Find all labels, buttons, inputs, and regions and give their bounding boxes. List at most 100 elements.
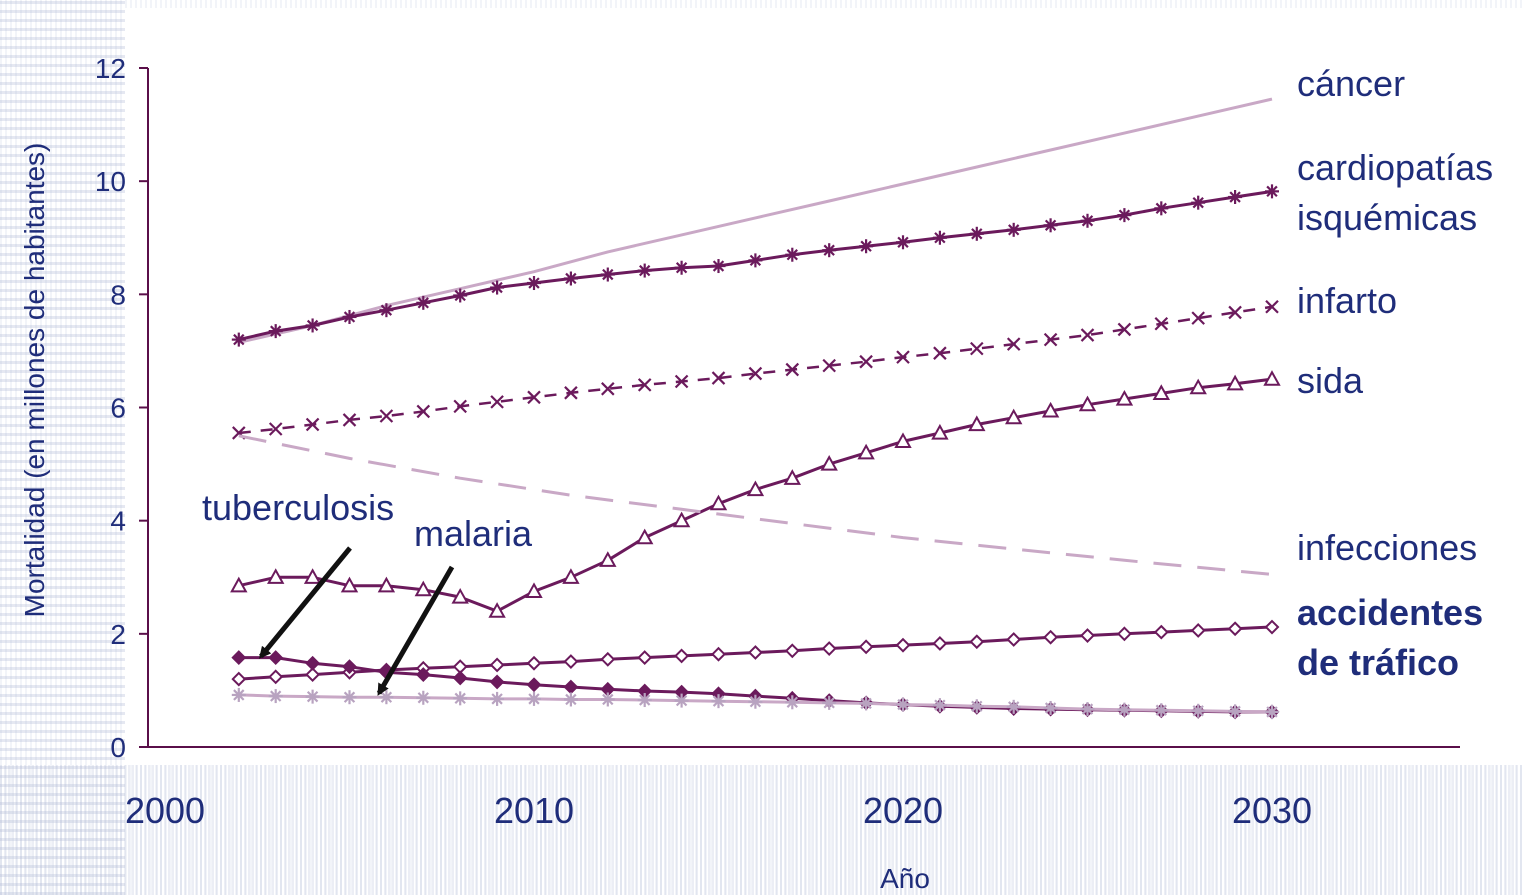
data-point xyxy=(1041,401,1060,418)
data-point xyxy=(1081,215,1094,227)
data-point xyxy=(343,311,356,323)
data-point xyxy=(672,511,691,528)
data-point xyxy=(417,692,429,704)
data-point xyxy=(675,262,688,274)
data-point xyxy=(564,386,578,400)
data-point xyxy=(491,693,503,705)
data-point xyxy=(783,469,801,485)
data-point xyxy=(932,636,948,651)
data-point xyxy=(380,691,393,703)
data-point xyxy=(1118,209,1131,221)
data-point xyxy=(786,696,798,708)
data-point xyxy=(1192,196,1204,209)
data-point xyxy=(377,576,396,593)
data-point xyxy=(860,697,872,710)
data-point xyxy=(1044,219,1057,231)
data-point xyxy=(270,690,282,702)
data-point xyxy=(451,587,469,604)
data-point xyxy=(488,602,506,618)
annotation-label: malaria xyxy=(414,513,533,554)
data-point xyxy=(415,667,431,682)
series-line xyxy=(238,434,1273,576)
labels-layer: cáncer cardiopatías isquémicas infarto sida i… xyxy=(1297,63,1493,683)
x-tick-label: 2000 xyxy=(125,790,205,831)
data-point xyxy=(416,404,431,419)
data-point xyxy=(1006,632,1022,647)
data-point xyxy=(270,325,282,337)
y-tick-label: 12 xyxy=(95,53,126,84)
data-point xyxy=(268,669,284,685)
data-point xyxy=(1229,705,1241,718)
data-point xyxy=(934,232,946,244)
data-point xyxy=(1154,316,1169,331)
data-point xyxy=(1116,626,1132,642)
y-tick-label: 6 xyxy=(110,393,126,424)
data-point xyxy=(674,374,689,389)
data-point xyxy=(231,671,247,687)
data-point xyxy=(528,277,540,289)
plot-panel xyxy=(125,8,1522,765)
data-point xyxy=(675,694,688,707)
data-point xyxy=(268,422,283,436)
data-point xyxy=(934,699,946,711)
data-point xyxy=(858,639,874,655)
data-point xyxy=(1081,703,1094,715)
data-point xyxy=(749,254,762,267)
y-tick-label: 0 xyxy=(110,732,126,763)
data-point xyxy=(969,634,985,650)
series-layer xyxy=(230,97,1281,720)
data-point xyxy=(821,641,837,656)
data-point xyxy=(1190,623,1206,638)
y-tick-label: 10 xyxy=(95,166,126,197)
annotation-arrow xyxy=(259,546,352,659)
data-point xyxy=(231,650,247,666)
series-label: de tráfico xyxy=(1297,642,1459,683)
x-tick-label: 2020 xyxy=(863,790,943,831)
series-label: infecciones xyxy=(1297,527,1477,568)
data-point xyxy=(527,390,541,405)
data-point xyxy=(971,700,983,712)
data-point xyxy=(1008,701,1020,713)
series-cardiopatias-isquemicas xyxy=(231,184,1279,347)
x-axis-title: Año xyxy=(880,863,930,894)
data-point xyxy=(748,366,763,381)
data-point xyxy=(1078,395,1097,412)
data-point xyxy=(305,655,321,671)
axes: 0 2 4 6 8 10 12 2000 2010 2020 2030 Año Mortalidad (… xyxy=(19,53,1460,894)
data-point xyxy=(417,297,429,309)
data-point xyxy=(340,576,359,593)
data-point xyxy=(267,568,285,584)
data-point xyxy=(380,304,393,316)
data-point xyxy=(563,654,579,669)
data-point xyxy=(525,582,543,598)
data-point xyxy=(1191,311,1205,325)
y-tick-label: 4 xyxy=(110,506,126,537)
data-point xyxy=(1153,624,1169,640)
data-point xyxy=(490,395,504,409)
data-point xyxy=(1155,704,1167,716)
data-point xyxy=(749,696,762,708)
data-point xyxy=(1006,337,1021,351)
data-point xyxy=(639,264,651,277)
data-point xyxy=(454,692,466,705)
data-point xyxy=(342,659,357,675)
data-point xyxy=(711,371,726,385)
data-point xyxy=(306,319,319,332)
data-point xyxy=(712,695,725,707)
data-point xyxy=(895,637,911,653)
data-point xyxy=(230,576,248,593)
data-point xyxy=(1192,705,1204,717)
data-point xyxy=(857,443,875,460)
data-point xyxy=(1115,389,1134,406)
data-point xyxy=(602,268,614,281)
data-point xyxy=(931,423,949,440)
data-point xyxy=(1266,185,1278,198)
annotation-arrow xyxy=(376,565,455,696)
data-point xyxy=(233,333,245,346)
data-point xyxy=(268,650,284,666)
data-point xyxy=(599,551,617,567)
data-point xyxy=(709,494,728,511)
data-point xyxy=(823,697,835,709)
data-point xyxy=(712,260,725,272)
